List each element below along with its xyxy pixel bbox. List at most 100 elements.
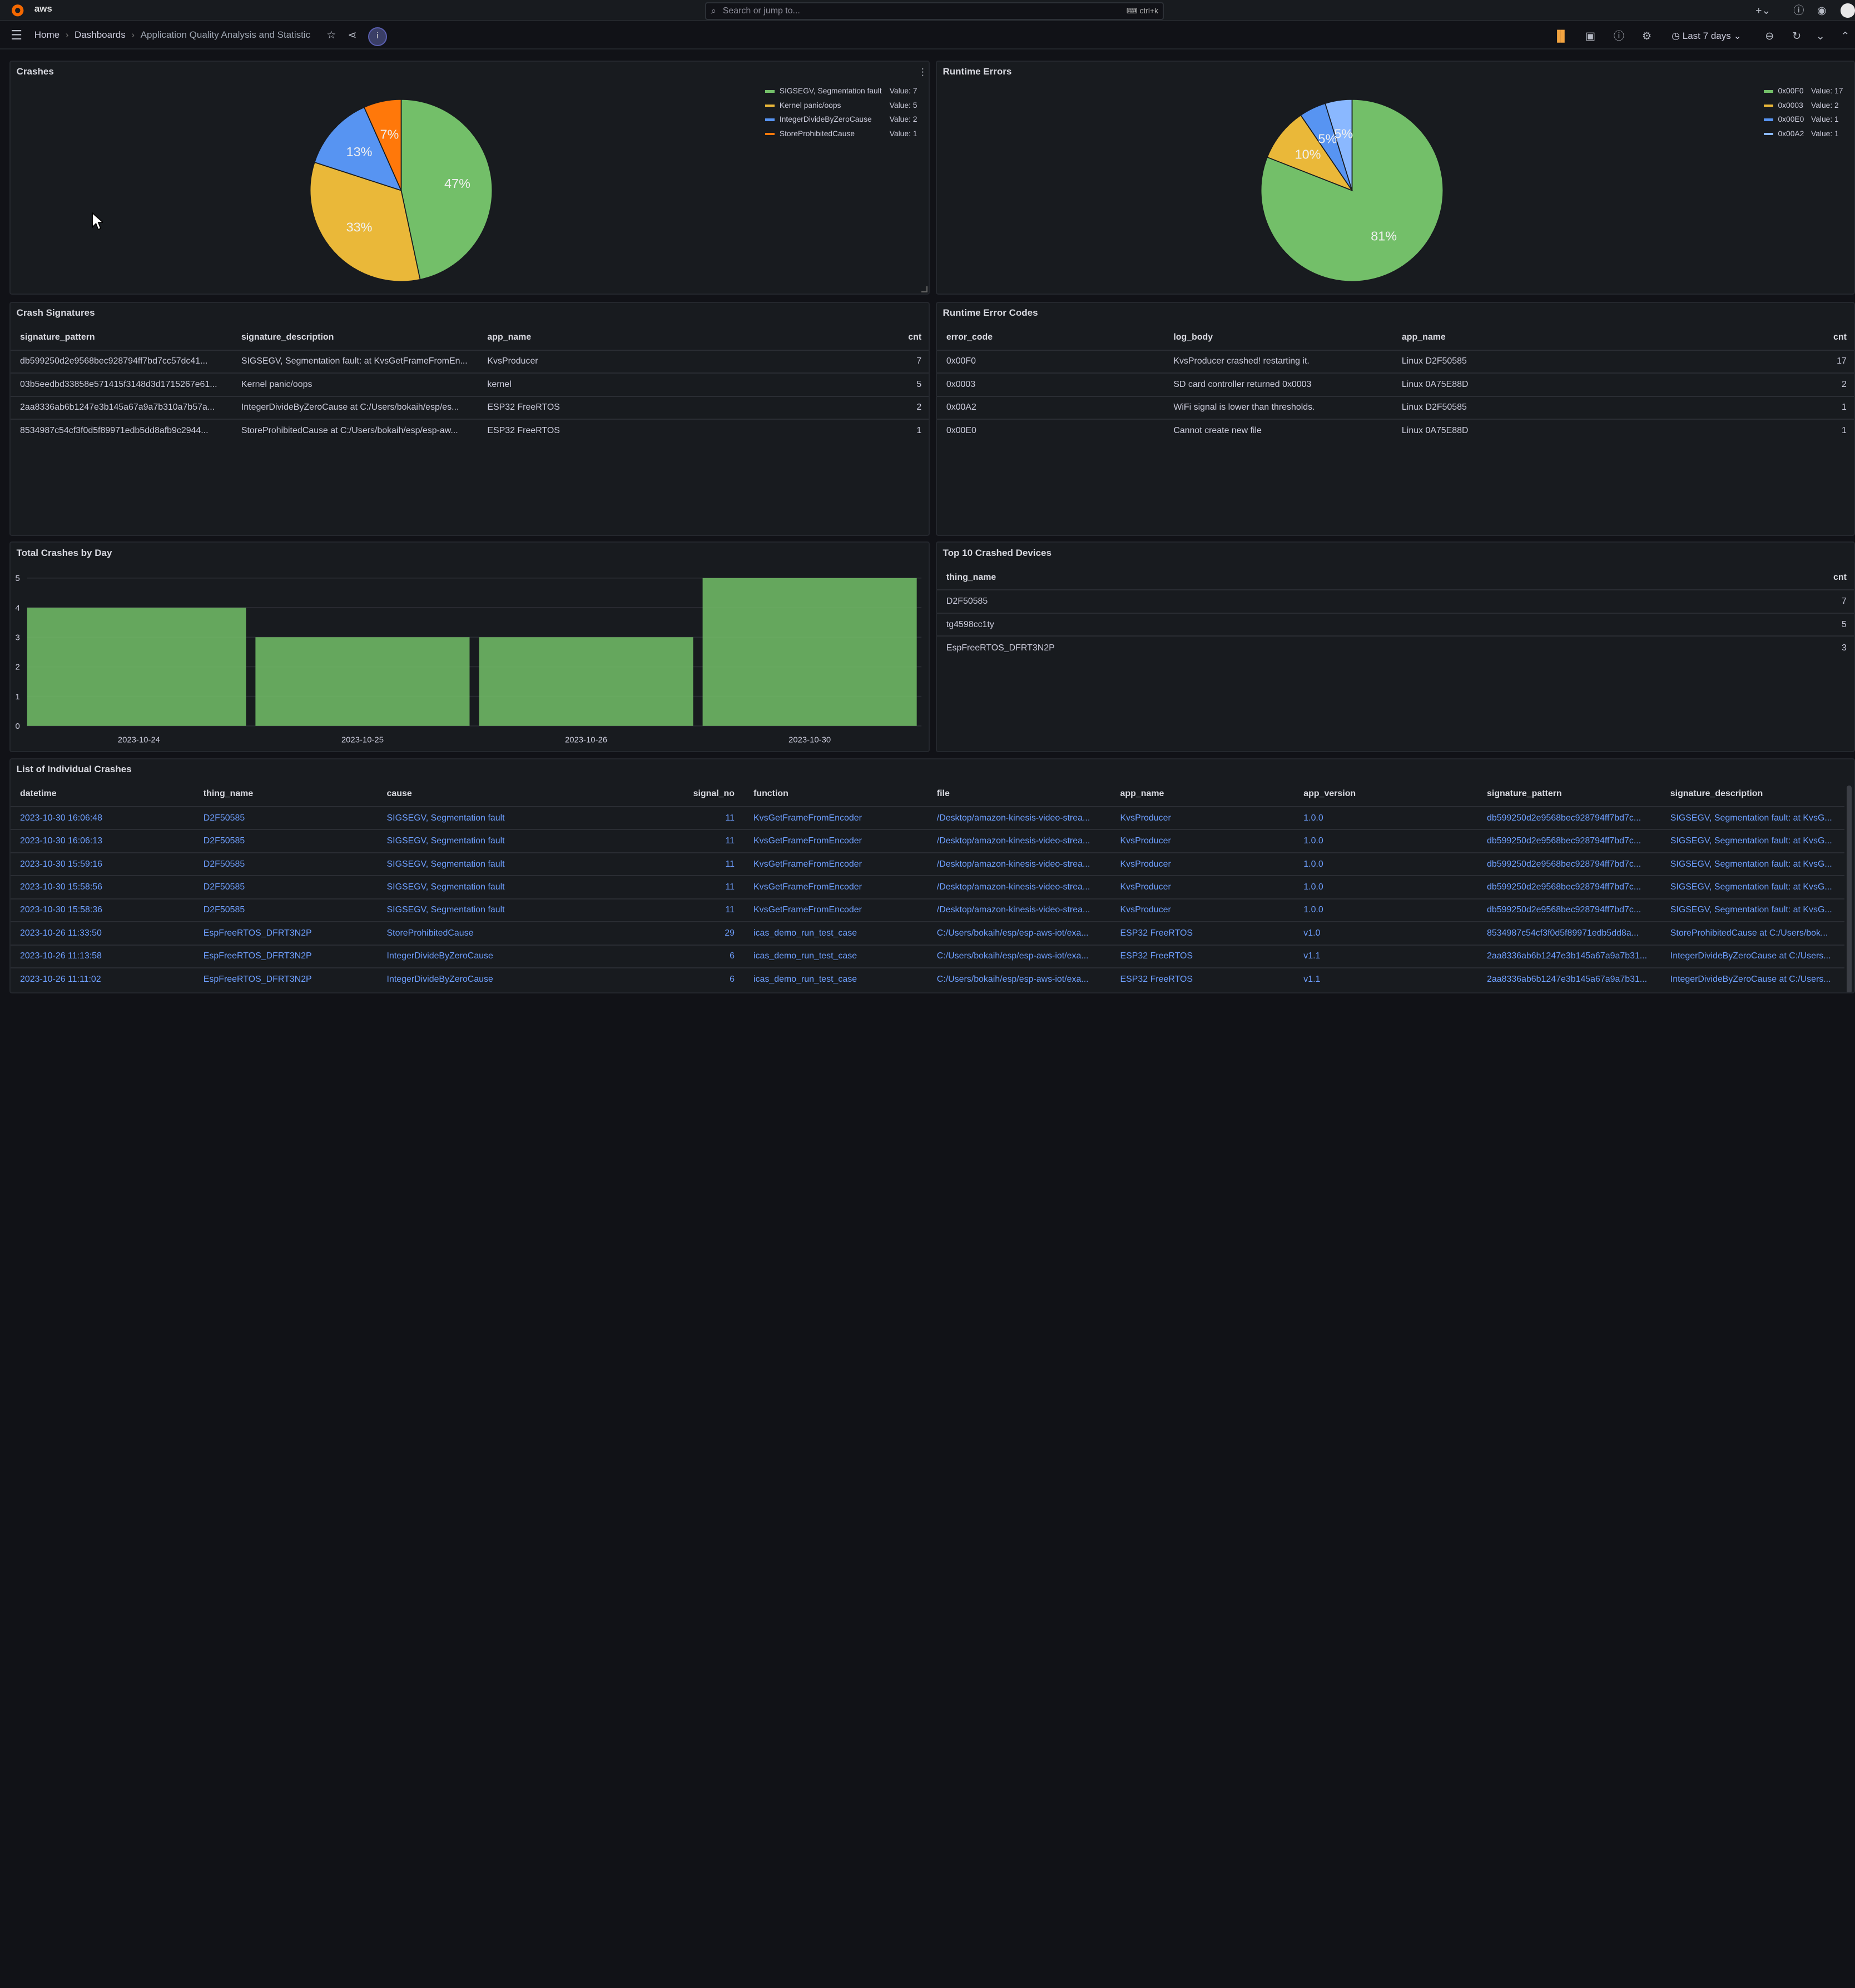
table-cell-link[interactable]: 6 [561, 967, 745, 991]
table-cell-link[interactable]: 11 [561, 829, 745, 853]
table-cell-link[interactable]: KvsGetFrameFromEncoder [744, 898, 928, 922]
share-icon[interactable]: ⋖ [348, 29, 357, 42]
table-cell-link[interactable]: 11 [561, 852, 745, 876]
table-cell-link[interactable]: 29 [561, 921, 745, 945]
table-cell-link[interactable]: 1.0.0 [1294, 829, 1478, 853]
table-cell-link[interactable]: SIGSEGV, Segmentation fault: at KvsG... [1660, 898, 1844, 922]
grafana-logo-icon[interactable] [11, 3, 25, 18]
column-header[interactable]: app_name [487, 332, 532, 342]
dashboard-info-icon[interactable]: ⓘ [1613, 31, 1625, 43]
table-cell-link[interactable]: /Desktop/amazon-kinesis-video-strea... [927, 875, 1111, 899]
legend-item[interactable]: 0x00E0 Value: 1 [1763, 115, 1854, 129]
pie-slice[interactable] [1266, 114, 1353, 192]
info-badge-icon[interactable]: i [368, 27, 387, 46]
table-cell-link[interactable]: IntegerDivideByZeroCause [377, 944, 561, 968]
table-cell-link[interactable]: SIGSEGV, Segmentation fault [377, 852, 561, 876]
table-cell-link[interactable]: db599250d2e9568bec928794ff7bd7c... [1477, 898, 1661, 922]
table-cell-link[interactable]: /Desktop/amazon-kinesis-video-strea... [927, 898, 1111, 922]
breadcrumb-home[interactable]: Home [34, 29, 60, 41]
legend-item[interactable]: 0x00A2 Value: 1 [1763, 129, 1854, 143]
table-cell-link[interactable]: IntegerDivideByZeroCause [377, 967, 561, 991]
user-avatar[interactable] [1841, 3, 1855, 18]
table-cell-link[interactable]: 2023-10-26 11:13:58 [11, 944, 194, 968]
table-cell-link[interactable]: db599250d2e9568bec928794ff7bd7c... [1477, 875, 1661, 899]
column-header[interactable]: app_version [1303, 788, 1356, 798]
column-header[interactable]: cnt [908, 332, 922, 342]
table-cell-link[interactable]: SIGSEGV, Segmentation fault: at KvsG... [1660, 875, 1844, 899]
legend-item[interactable]: IntegerDivideByZeroCause Value: 2 [765, 115, 929, 129]
table-cell-link[interactable]: 2aa8336ab6b1247e3b145a67a9a7b31... [1477, 967, 1661, 991]
table-cell-link[interactable]: SIGSEGV, Segmentation fault [377, 806, 561, 830]
add-panel-icon[interactable]: ▐▌ [1553, 31, 1569, 43]
column-header[interactable]: app_name [1401, 332, 1446, 342]
table-cell-link[interactable]: 8534987c54cf3f0d5f89971edb5dd8a... [1477, 921, 1661, 945]
column-header[interactable]: cnt [1833, 572, 1847, 582]
pie-slice[interactable] [309, 161, 421, 282]
zoom-out-icon[interactable]: ⊖ [1765, 31, 1774, 43]
vertical-scrollbar[interactable] [1847, 785, 1852, 993]
column-header[interactable]: cause [386, 788, 412, 798]
column-header[interactable]: file [936, 788, 950, 798]
column-header[interactable]: error_code [946, 332, 993, 342]
table-cell-link[interactable]: 1.0.0 [1294, 852, 1478, 876]
pie-slice[interactable] [363, 98, 401, 191]
search-input[interactable]: ⌕ Search or jump to... ⌨ ctrl+k [705, 2, 1164, 21]
panel-resize-handle[interactable] [921, 286, 928, 292]
table-cell-link[interactable]: C:/Users/bokaih/esp/esp-aws-iot/exa... [927, 944, 1111, 968]
table-cell-link[interactable]: KvsProducer [1110, 829, 1294, 853]
table-cell-link[interactable]: StoreProhibitedCause [377, 921, 561, 945]
table-cell-link[interactable]: KvsGetFrameFromEncoder [744, 829, 928, 853]
table-cell-link[interactable]: ESP32 FreeRTOS [1110, 921, 1294, 945]
table-cell-link[interactable]: D2F50585 [194, 852, 378, 876]
table-cell-link[interactable]: SIGSEGV, Segmentation fault [377, 875, 561, 899]
table-cell-link[interactable]: ESP32 FreeRTOS [1110, 944, 1294, 968]
table-cell-link[interactable]: 6 [561, 944, 745, 968]
table-cell-link[interactable]: icas_demo_run_test_case [744, 944, 928, 968]
news-icon[interactable]: ◉ [1817, 4, 1827, 17]
table-cell-link[interactable]: 2023-10-26 11:33:50 [11, 921, 194, 945]
table-cell-link[interactable]: IntegerDivideByZeroCause at C:/Users... [1660, 944, 1844, 968]
column-header[interactable]: signature_pattern [1487, 788, 1562, 798]
column-header[interactable]: signature_pattern [20, 332, 95, 342]
table-cell-link[interactable]: D2F50585 [194, 898, 378, 922]
table-cell-link[interactable]: 2aa8336ab6b1247e3b145a67a9a7b31... [1477, 944, 1661, 968]
help-icon[interactable]: ⓘ [1793, 4, 1804, 17]
table-cell-link[interactable]: SIGSEGV, Segmentation fault [377, 829, 561, 853]
table-cell-link[interactable]: C:/Users/bokaih/esp/esp-aws-iot/exa... [927, 921, 1111, 945]
column-header[interactable]: thing_name [946, 572, 996, 582]
table-cell-link[interactable]: v1.1 [1294, 944, 1478, 968]
table-cell-link[interactable]: 11 [561, 898, 745, 922]
table-cell-link[interactable]: db599250d2e9568bec928794ff7bd7c... [1477, 829, 1661, 853]
table-cell-link[interactable]: db599250d2e9568bec928794ff7bd7c... [1477, 806, 1661, 830]
bar[interactable] [702, 578, 917, 727]
table-cell-link[interactable]: KvsProducer [1110, 898, 1294, 922]
table-cell-link[interactable]: v1.0 [1294, 921, 1478, 945]
breadcrumb-dashboards[interactable]: Dashboards [75, 29, 126, 41]
table-cell-link[interactable]: D2F50585 [194, 829, 378, 853]
column-header[interactable]: cnt [1833, 332, 1847, 342]
table-cell-link[interactable]: 2023-10-30 15:58:56 [11, 875, 194, 899]
settings-gear-icon[interactable]: ⚙ [1641, 31, 1652, 43]
legend-item[interactable]: Kernel panic/oops Value: 5 [765, 101, 929, 115]
legend-item[interactable]: SIGSEGV, Segmentation fault Value: 7 [765, 86, 929, 101]
table-cell-link[interactable]: KvsGetFrameFromEncoder [744, 875, 928, 899]
table-cell-link[interactable]: icas_demo_run_test_case [744, 921, 928, 945]
table-cell-link[interactable]: EspFreeRTOS_DFRT3N2P [194, 921, 378, 945]
collapse-chevron-icon[interactable]: ⌃ [1841, 31, 1850, 43]
column-header[interactable]: thing_name [203, 788, 254, 798]
table-cell-link[interactable]: 2023-10-30 16:06:13 [11, 829, 194, 853]
table-cell-link[interactable]: KvsProducer [1110, 806, 1294, 830]
table-cell-link[interactable]: icas_demo_run_test_case [744, 967, 928, 991]
table-cell-link[interactable]: EspFreeRTOS_DFRT3N2P [194, 944, 378, 968]
table-cell-link[interactable]: StoreProhibitedCause at C:/Users/bok... [1660, 921, 1844, 945]
table-cell-link[interactable]: /Desktop/amazon-kinesis-video-strea... [927, 852, 1111, 876]
refresh-icon[interactable]: ↻ [1792, 31, 1802, 43]
table-cell-link[interactable]: ESP32 FreeRTOS [1110, 967, 1294, 991]
column-header[interactable]: function [753, 788, 788, 798]
bar[interactable] [479, 637, 693, 727]
star-icon[interactable]: ☆ [326, 29, 336, 42]
table-cell-link[interactable]: SIGSEGV, Segmentation fault: at KvsG... [1660, 806, 1844, 830]
table-cell-link[interactable]: KvsProducer [1110, 875, 1294, 899]
bar[interactable] [27, 608, 246, 727]
time-range-picker[interactable]: ◷ Last 7 days ⌄ [1672, 31, 1742, 42]
